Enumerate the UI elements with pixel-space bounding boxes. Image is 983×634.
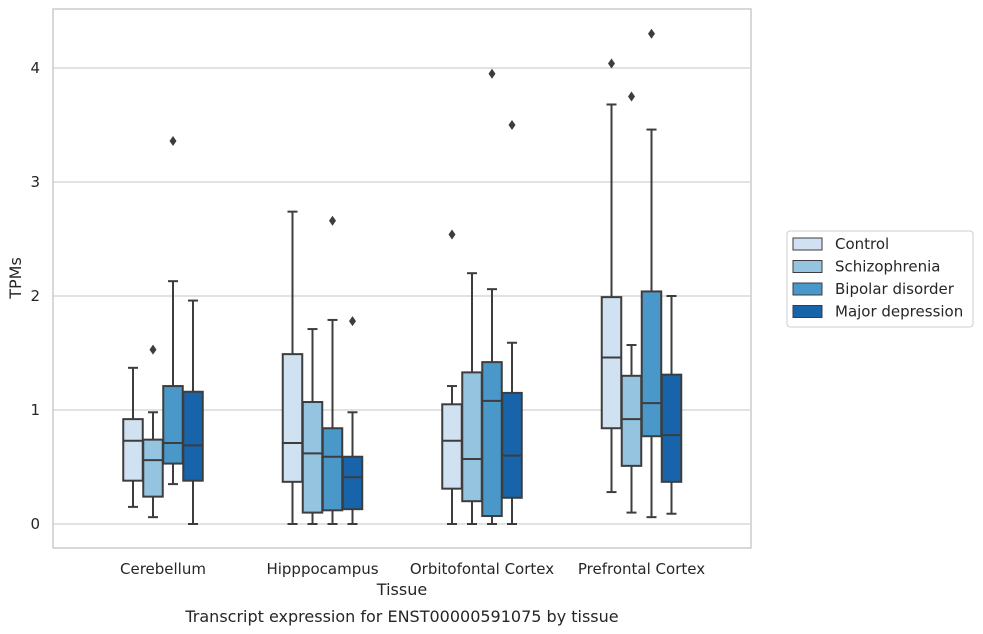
y-tick-labels: 0 1 2 3 4 (30, 59, 40, 533)
box-control-3 (600, 58, 623, 494)
legend-frame (786, 230, 974, 328)
iqr-box (660, 373, 683, 483)
box-major-depression-0 (182, 299, 204, 525)
legend: Control Schizophrenia Bipolar disorder Majo… (786, 230, 974, 328)
outlier-point (448, 229, 456, 240)
outlier-point (608, 58, 615, 69)
box-major-depression-3 (660, 295, 683, 515)
outlier-point (488, 68, 496, 79)
iqr-box (122, 418, 144, 482)
iqr-box (162, 385, 184, 465)
box-groups (122, 28, 683, 525)
iqr-box (142, 438, 164, 498)
legend-swatch (792, 260, 823, 273)
x-tick-label: Prefrontal Cortex (578, 560, 705, 578)
box-bipolar-disorder-1 (321, 215, 344, 525)
y-tick-label: 4 (30, 59, 40, 77)
y-axis-label: TPMs (6, 257, 25, 300)
box-schizophrenia-2 (461, 272, 483, 525)
iqr-box (182, 390, 204, 482)
iqr-box (301, 401, 324, 514)
box-control-1 (281, 210, 304, 525)
outlier-point (349, 316, 356, 327)
iqr-box (620, 374, 643, 467)
iqr-box (600, 296, 623, 430)
iqr-box (281, 353, 304, 483)
outlier-point (149, 344, 157, 355)
iqr-box (481, 361, 503, 518)
outlier-point (169, 135, 177, 146)
legend-label: Bipolar disorder (835, 280, 955, 298)
box-schizophrenia-3 (620, 91, 643, 514)
outlier-point (508, 120, 516, 130)
iqr-box (441, 403, 463, 490)
x-tick-label: Orbitofontal Cortex (410, 560, 554, 578)
box-bipolar-disorder-3 (640, 28, 663, 519)
x-tick-labels: Cerebellum Hipppocampus Orbitofontal Corte… (120, 560, 705, 578)
outlier-point (648, 28, 655, 39)
y-tick-label: 0 (30, 515, 40, 533)
legend-swatch (792, 282, 823, 296)
y-tick-label: 2 (30, 287, 40, 305)
y-tick-label: 3 (30, 173, 40, 191)
x-tick-label: Hipppocampus (266, 560, 378, 578)
legend-label: Major depression (835, 303, 963, 321)
legend-label: Control (835, 235, 889, 253)
iqr-box (341, 455, 364, 511)
chart-caption: Transcript expression for ENST0000059107… (184, 607, 618, 626)
y-tick-label: 1 (30, 401, 40, 419)
outlier-point (329, 215, 336, 226)
box-control-0 (122, 366, 144, 508)
box-bipolar-disorder-0 (162, 135, 184, 486)
iqr-box (461, 371, 483, 503)
legend-swatch (792, 237, 823, 251)
iqr-box (640, 290, 663, 438)
box-control-2 (441, 229, 463, 525)
iqr-box (501, 391, 523, 499)
box-major-depression-2 (501, 120, 523, 525)
box-major-depression-1 (341, 316, 364, 525)
box-schizophrenia-1 (301, 328, 324, 525)
x-axis-label: Tissue (376, 580, 427, 599)
legend-swatch (792, 305, 823, 318)
box-schizophrenia-0 (142, 344, 164, 519)
plot-area-frame (52, 8, 752, 549)
x-tick-label: Cerebellum (120, 560, 206, 578)
outlier-point (628, 91, 635, 102)
legend-label: Schizophrenia (835, 258, 940, 276)
iqr-box (321, 427, 344, 512)
